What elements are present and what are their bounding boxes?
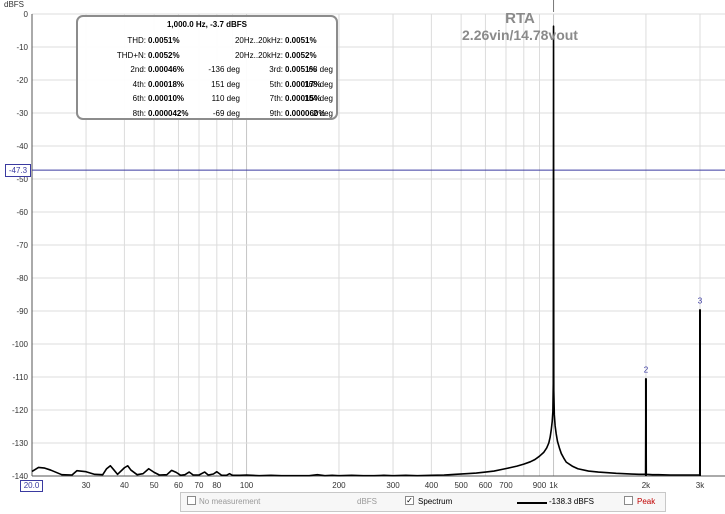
plot-title: RTA 2.26vin/14.78vout — [445, 10, 595, 44]
y-tick-label: -30 — [16, 109, 28, 118]
distortion-row: THD: 0.0051% 20Hz..20kHz: 0.0051% — [78, 36, 336, 48]
legend-bar: No measurement dBFS ✓ Spectrum -138.3 dB… — [180, 492, 666, 512]
y-tick-label: -120 — [12, 406, 29, 415]
label-left: THD+N: — [116, 50, 146, 60]
x-tick-label: 3k — [696, 481, 705, 490]
x-tick-label: 700 — [499, 481, 513, 490]
x-tick-label: 50 — [150, 481, 159, 490]
spectrum-trace-swatch — [517, 502, 547, 504]
label-left: 8th: — [132, 109, 146, 118]
distortion-row: 4th: 0.00018% 151 deg 5th: 0.00017% 168 deg — [78, 80, 336, 92]
spectrum-series-line[interactable] — [31, 25, 701, 477]
phase-right: 68 deg — [308, 65, 333, 75]
trace-value-readout: -138.3 dBFS — [549, 497, 594, 506]
distortion-row: THD+N: 0.0052% 20Hz..20kHz: 0.0052% — [78, 51, 336, 63]
value-right: 0.0052% — [285, 50, 317, 60]
x-tick-label: 900 — [533, 481, 547, 490]
spectrum-label: Spectrum — [418, 497, 453, 506]
distortion-row: 6th: 0.00010% 110 deg 7th: 0.00015% 104 deg — [78, 94, 336, 106]
plot-title-main: RTA — [505, 10, 535, 27]
phase-right: 168 deg — [304, 79, 333, 89]
x-tick-label: 30 — [82, 481, 91, 490]
y-tick-label: -140 — [12, 472, 29, 481]
phase-right: 2 deg — [312, 109, 333, 118]
value-left: 0.00046% — [148, 65, 185, 75]
label-right: 20Hz..20kHz: — [234, 36, 283, 45]
phase-left: 151 deg — [211, 79, 240, 89]
y-tick-label: -80 — [16, 274, 28, 283]
value-right: 0.0051% — [285, 36, 317, 45]
harmonic-label: 2 — [644, 366, 649, 375]
y-tick-label: -20 — [16, 76, 28, 85]
x-tick-label: 80 — [212, 481, 221, 490]
label-right: 3rd: — [269, 65, 283, 75]
label-right: 9th: — [269, 109, 283, 118]
peak-checkbox[interactable] — [624, 496, 633, 505]
label-left: THD: — [127, 36, 146, 45]
value-right: 0.00015% — [285, 94, 322, 104]
y-tick-label: -40 — [16, 142, 28, 151]
x-tick-label: 1k — [549, 481, 558, 490]
y-tick-label: -70 — [16, 241, 28, 250]
phase-left: 110 deg — [211, 94, 240, 104]
no-measurement-label: No measurement — [199, 497, 261, 506]
y-tick-label: -110 — [13, 373, 29, 382]
no-measurement-checkbox[interactable] — [187, 496, 196, 505]
label-right: 5th: — [269, 79, 283, 89]
value-left: 0.000042% — [148, 109, 189, 118]
fundamental-header: 1,000.0 Hz, -3.7 dBFS — [166, 20, 248, 29]
distortion-info-box[interactable]: 1,000.0 Hz, -3.7 dBFS THD: 0.0051% 20Hz..2… — [76, 15, 338, 120]
x-tick-label: 70 — [195, 481, 204, 490]
y-tick-label: -90 — [16, 307, 28, 316]
x-tick-label: 300 — [386, 481, 400, 490]
value-left: 0.00018% — [148, 79, 185, 89]
value-left: 0.0051% — [148, 36, 180, 45]
x-tick-label: 600 — [479, 481, 493, 490]
plot-subtitle: 2.26vin/14.78vout — [462, 27, 578, 43]
y-tick-label: -60 — [16, 208, 28, 217]
label-right: 20Hz..20kHz: — [234, 50, 283, 60]
phase-left: -69 deg — [212, 109, 240, 118]
x-tick-label: 200 — [332, 481, 346, 490]
distortion-row: 2nd: 0.00046% -136 deg 3rd: 0.0051% 68 deg — [78, 65, 336, 77]
spectrum-checkbox[interactable]: ✓ — [405, 496, 414, 505]
distortion-row: 8th: 0.000042% -69 deg 9th: 0.000060% 2 deg — [78, 109, 336, 121]
phase-right: 104 deg — [304, 94, 333, 104]
value-left: 0.0052% — [148, 50, 180, 60]
value-right: 0.000060% — [285, 109, 326, 118]
legend-unit-label: dBFS — [357, 497, 378, 506]
x-min-readout[interactable]: 20.0 — [20, 480, 43, 492]
label-left: 6th: — [132, 94, 146, 104]
x-tick-label: 2k — [642, 481, 651, 490]
label-right: 7th: — [269, 94, 283, 104]
y-tick-label: -130 — [12, 439, 29, 448]
value-right: 0.0051% — [285, 65, 317, 75]
x-tick-label: 60 — [174, 481, 183, 490]
cursor-level-readout[interactable]: -47.3 — [5, 164, 31, 177]
x-tick-label: 400 — [425, 481, 439, 490]
x-tick-label: 100 — [240, 481, 254, 490]
value-left: 0.00010% — [148, 94, 185, 104]
y-tick-label: -10 — [16, 43, 28, 52]
y-tick-label: -100 — [12, 340, 29, 349]
y-tick-label: -50 — [16, 175, 28, 184]
value-right: 0.00017% — [285, 79, 322, 89]
label-left: 4th: — [132, 79, 146, 89]
label-left: 2nd: — [130, 65, 146, 75]
harmonic-label: 3 — [698, 296, 703, 305]
peak-label: Peak — [637, 497, 656, 506]
x-tick-label: 500 — [454, 481, 468, 490]
x-tick-label: 40 — [120, 481, 129, 490]
y-unit-label: dBFS — [4, 0, 25, 9]
y-tick-label: 0 — [24, 10, 29, 19]
phase-left: -136 deg — [208, 65, 240, 75]
